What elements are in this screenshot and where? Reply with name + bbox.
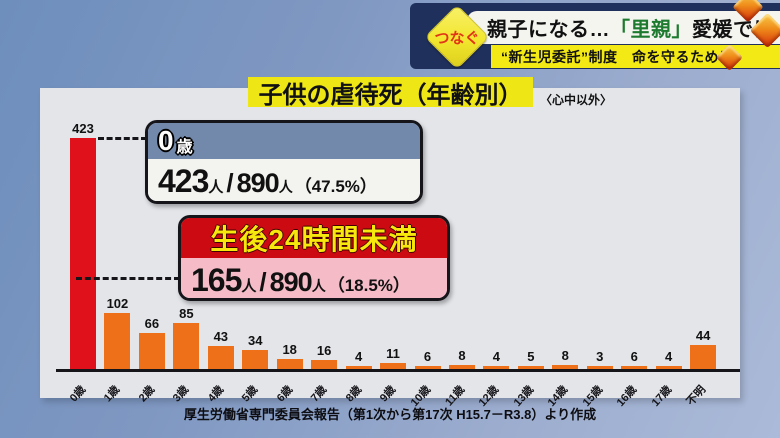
- callout-age0-unit: 歳: [176, 139, 193, 156]
- subtitle-text: “新生児委託”制度 命を守るために: [501, 48, 734, 65]
- bar-10歳: [414, 366, 441, 369]
- chart-note: 〈心中以外〉: [540, 93, 613, 107]
- bar-3歳: [173, 323, 200, 369]
- source-caption: 厚生労働省専門委員会報告（第1次から第17次 H15.7－R3.8）より作成: [183, 407, 597, 422]
- bar-15歳: [586, 366, 613, 369]
- callout-24h-body: 165 人 / 890 人 （18.5%）: [181, 258, 447, 298]
- bar-value-label: 34: [248, 333, 263, 348]
- bar-value-label: 8: [458, 348, 466, 363]
- callout-24h-header: 生後24時間未満: [181, 218, 447, 258]
- bar-value-label: 4: [354, 349, 363, 364]
- headline-text-post: 愛媛では: [692, 19, 774, 41]
- bar-value-label: 102: [106, 296, 129, 311]
- callout-age0: 0 歳 423 人 / 890 人 （47.5%）: [145, 120, 423, 204]
- callout-age0-total: 890: [236, 168, 280, 198]
- bar-不明: [690, 345, 717, 369]
- bar-6歳: [276, 359, 303, 369]
- callout-24h-percent: （18.5%）: [327, 276, 410, 295]
- bar-value-label: 4: [492, 349, 500, 364]
- chart-title: 子供の虐待死（年齢別）: [248, 77, 533, 109]
- bar-value-label: 85: [179, 306, 194, 321]
- bar-17歳: [655, 366, 682, 369]
- bar-value-label: 43: [213, 329, 229, 344]
- bar-9歳: [380, 363, 407, 369]
- callout-24h: 生後24時間未満 165 人 / 890 人 （18.5%）: [178, 215, 450, 301]
- bar-16歳: [621, 366, 648, 369]
- headline-strip: 親子になる… 「里親」 愛媛では: [467, 11, 780, 44]
- bar-value-label: 44: [695, 328, 711, 343]
- bar-value-label: 5: [527, 349, 535, 364]
- bar-0歳: [70, 138, 96, 369]
- bar-value-label: 8: [561, 348, 569, 363]
- callout-24h-total: 890: [269, 267, 313, 297]
- bar-2歳: [138, 333, 165, 369]
- x-axis-line: [56, 369, 740, 372]
- bar-5歳: [242, 350, 269, 369]
- chart-panel: 子供の虐待死（年齢別） 〈心中以外〉 423 0歳 102 1歳 66 2歳 85 3歳 43 4…: [40, 77, 740, 409]
- headline-text-pre: 親子になる…: [487, 19, 610, 41]
- bar-value-label: 4: [665, 349, 673, 364]
- bar-14歳: [552, 365, 579, 369]
- callout-24h-person1: 人: [241, 278, 257, 295]
- bar-13歳: [517, 366, 544, 369]
- bar-12歳: [483, 366, 510, 369]
- callout-age0-person2: 人: [278, 179, 293, 195]
- callout-age0-header: 0 歳: [148, 123, 420, 159]
- callout-age0-slash: /: [226, 168, 234, 198]
- bar-value-label: 423: [72, 121, 94, 136]
- bar-11歳: [448, 365, 475, 369]
- bar-8歳: [345, 366, 372, 369]
- callout-24h-label: 生後24時間未満: [210, 224, 418, 255]
- bar-1歳: [104, 313, 131, 369]
- bar-7歳: [311, 360, 338, 369]
- subtitle-strip: “新生児委託”制度 命を守るために: [491, 45, 780, 68]
- leader-dash-24h: [76, 277, 180, 280]
- bar-value-label: 18: [282, 342, 297, 357]
- bar-value-label: 6: [630, 349, 638, 364]
- program-badge-label: つなぐ: [434, 29, 480, 47]
- callout-age0-value: 423: [158, 163, 209, 199]
- callout-24h-slash: /: [259, 267, 267, 297]
- bar-value-label: 16: [316, 343, 332, 358]
- bar-4歳: [207, 346, 234, 369]
- callout-age0-body: 423 人 / 890 人 （47.5%）: [148, 159, 420, 201]
- bar-value-label: 3: [596, 349, 604, 364]
- callout-24h-person2: 人: [311, 278, 326, 294]
- callout-age0-number: 0: [158, 125, 174, 156]
- leader-dash-age0: [98, 137, 147, 140]
- bar-value-label: 66: [144, 316, 160, 331]
- headline-text-highlight: 「里親」: [610, 19, 692, 41]
- callout-age0-percent: （47.5%）: [294, 177, 377, 196]
- callout-age0-person1: 人: [208, 179, 224, 196]
- callout-24h-value: 165: [191, 262, 242, 298]
- bar-value-label: 6: [423, 349, 432, 364]
- bar-value-label: 11: [386, 346, 400, 361]
